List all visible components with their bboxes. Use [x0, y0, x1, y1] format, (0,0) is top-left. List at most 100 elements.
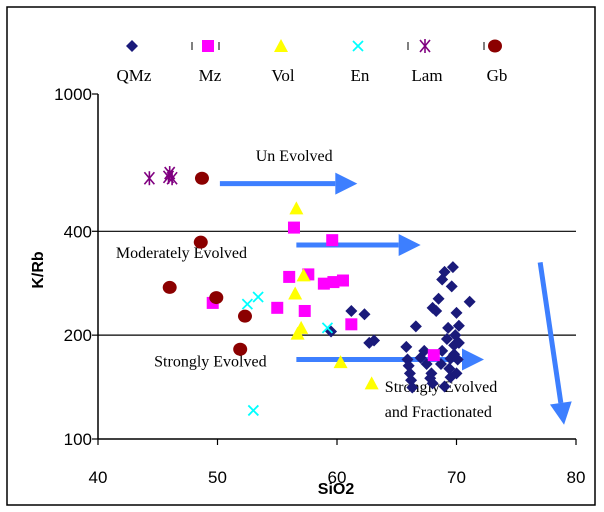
data-point — [237, 309, 252, 323]
data-point — [317, 277, 330, 290]
data-point — [432, 292, 445, 305]
legend-marker — [419, 39, 431, 53]
x-tick-labels: 40 50 60 70 80 — [89, 468, 586, 487]
data-point — [345, 304, 358, 317]
axes — [92, 93, 577, 445]
data-point — [143, 171, 155, 186]
y-tick-label: 400 — [64, 222, 92, 241]
annotation-label: Un Evolved — [256, 148, 333, 165]
data-point — [289, 201, 304, 215]
arrow-head — [335, 172, 358, 195]
arrow-head — [461, 348, 484, 371]
legend-label: Mz — [199, 66, 222, 85]
annotation-label: Moderately Evolved — [116, 245, 247, 262]
data-point — [426, 377, 439, 390]
data-point — [368, 334, 381, 347]
data-point — [450, 306, 463, 319]
data-point — [296, 268, 311, 282]
data-point — [336, 274, 349, 287]
data-point — [442, 321, 455, 334]
y-tick-label: 1000 — [54, 85, 92, 104]
arrow-head — [549, 401, 572, 425]
arrow-4 — [537, 262, 572, 425]
legend-label: En — [351, 66, 370, 85]
series-gb — [162, 171, 252, 356]
data-point — [241, 298, 254, 310]
data-point — [252, 291, 264, 303]
data-point — [193, 235, 208, 249]
x-axis-label: SiO2 — [318, 481, 355, 498]
legend: QMz Mz Vol En Lam Gb — [117, 39, 508, 85]
x-tick-label: 80 — [567, 468, 586, 487]
legend-marker — [126, 40, 138, 52]
legend-item-vol: Vol — [271, 39, 295, 85]
data-point — [438, 265, 451, 278]
data-point — [321, 322, 334, 334]
y-tick-labels: 100 200 400 1000 — [54, 85, 92, 449]
data-point — [405, 374, 418, 387]
arrow-head — [398, 234, 421, 257]
legend-marker — [202, 40, 214, 52]
data-point — [288, 286, 303, 300]
legend-label: Vol — [271, 66, 295, 85]
data-point — [400, 340, 413, 353]
data-point — [271, 301, 284, 314]
series-vol — [288, 201, 379, 390]
data-point — [283, 270, 296, 283]
x-tick-label: 60 — [328, 468, 347, 487]
legend-marker — [274, 39, 288, 52]
x-stroke — [241, 298, 254, 310]
data-point — [445, 280, 458, 293]
data-point — [418, 344, 431, 357]
arrow-2 — [296, 234, 421, 257]
x-tick-label: 50 — [208, 468, 227, 487]
data-point — [446, 261, 459, 274]
data-point — [364, 376, 379, 390]
data-point — [345, 318, 358, 331]
data-point — [409, 320, 422, 333]
data-point — [358, 308, 371, 321]
data-point — [209, 291, 224, 305]
chart-frame — [6, 6, 596, 506]
legend-label: Gb — [487, 66, 508, 85]
legend-marker — [352, 40, 364, 52]
legend-item-lam: Lam — [407, 39, 443, 85]
data-point — [194, 171, 209, 185]
series-lam — [143, 166, 178, 186]
data-point — [402, 359, 415, 372]
data-point — [287, 221, 300, 234]
data-point — [438, 380, 451, 393]
data-point — [162, 280, 177, 294]
data-point — [427, 349, 440, 362]
x-stroke — [252, 291, 264, 303]
series-en — [241, 291, 334, 417]
x-stroke — [321, 322, 334, 334]
annotation-label: and Fractionated — [385, 404, 492, 421]
annotation-label: Strongly Evolved — [154, 354, 266, 371]
arrow-1 — [219, 172, 358, 195]
data-point — [452, 319, 465, 332]
data-point — [451, 353, 464, 366]
data-point — [406, 381, 419, 394]
legend-item-en: En — [351, 40, 370, 85]
data-point — [430, 304, 443, 317]
data-point — [162, 169, 175, 184]
y-tick-label: 200 — [64, 326, 92, 345]
data-point — [425, 367, 438, 380]
data-point — [440, 332, 453, 345]
data-point — [294, 320, 309, 334]
legend-label: Lam — [411, 66, 442, 85]
legend-item-mz: Mz — [191, 40, 222, 85]
data-point — [450, 367, 463, 380]
legend-item-gb: Gb — [483, 39, 508, 85]
data-point — [247, 404, 259, 417]
y-axis-label: K/Rb — [30, 251, 47, 289]
data-point — [326, 234, 339, 247]
x-tick-label: 70 — [447, 468, 466, 487]
y-tick-label: 100 — [64, 430, 92, 449]
data-point — [333, 355, 348, 369]
x-tick-label: 40 — [89, 468, 108, 487]
data-point — [298, 304, 311, 317]
data-point — [233, 342, 248, 356]
data-points — [143, 166, 476, 417]
